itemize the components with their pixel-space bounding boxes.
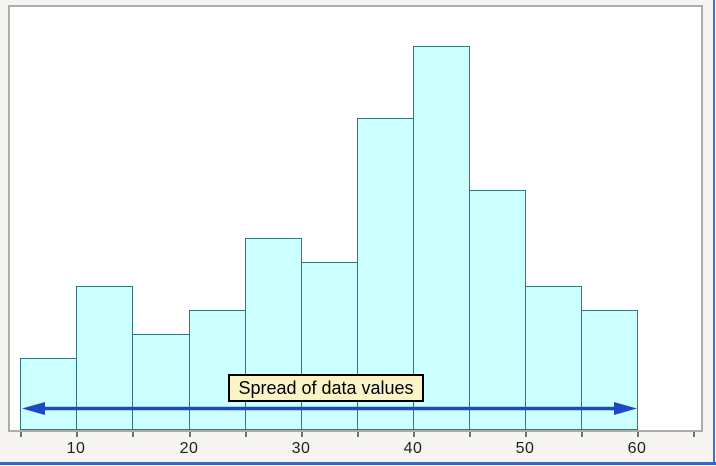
frame-border-underline: [0, 464, 716, 466]
x-axis-tick: [76, 432, 78, 437]
x-axis-tick: [693, 432, 695, 437]
x-axis-tick-label: 60: [627, 440, 647, 457]
histogram-bar: [413, 46, 470, 430]
x-axis-tick-label: 40: [403, 440, 423, 457]
frame-border-right: [712, 0, 715, 464]
histogram-bar: [132, 334, 190, 430]
x-axis-tick-label: 20: [179, 440, 199, 457]
x-axis-tick: [357, 432, 359, 437]
histogram-bar: [469, 190, 526, 430]
spread-arrow-right-head: [614, 402, 637, 415]
plot-area: [8, 5, 703, 432]
histogram-bar: [20, 358, 77, 430]
histogram-bar: [301, 262, 358, 430]
x-axis-tick: [20, 432, 22, 437]
x-axis-tick: [413, 432, 415, 437]
frame-border-bottom: [0, 461, 716, 465]
x-axis-tick-label: 10: [66, 440, 86, 457]
x-axis-tick: [525, 432, 527, 437]
x-axis-tick: [189, 432, 191, 437]
x-axis-tick: [132, 432, 134, 437]
x-axis-tick-label: 50: [515, 440, 535, 457]
x-axis-tick: [581, 432, 583, 437]
histogram-bar: [76, 286, 133, 430]
x-axis-tick: [469, 432, 471, 437]
x-axis-tick: [245, 432, 247, 437]
x-axis-tick-label: 30: [291, 440, 311, 457]
x-axis-tick: [637, 432, 639, 437]
spread-arrow-left-head: [22, 402, 45, 415]
spread-arrow: [22, 402, 637, 415]
histogram-bars: [10, 7, 701, 430]
x-axis: 10 20 30 40 50 60: [0, 432, 716, 466]
spread-annotation-label: Spread of data values: [238, 377, 414, 398]
x-axis-tick: [301, 432, 303, 437]
spread-annotation-box: Spread of data values: [228, 374, 424, 402]
histogram-bar: [525, 286, 582, 430]
